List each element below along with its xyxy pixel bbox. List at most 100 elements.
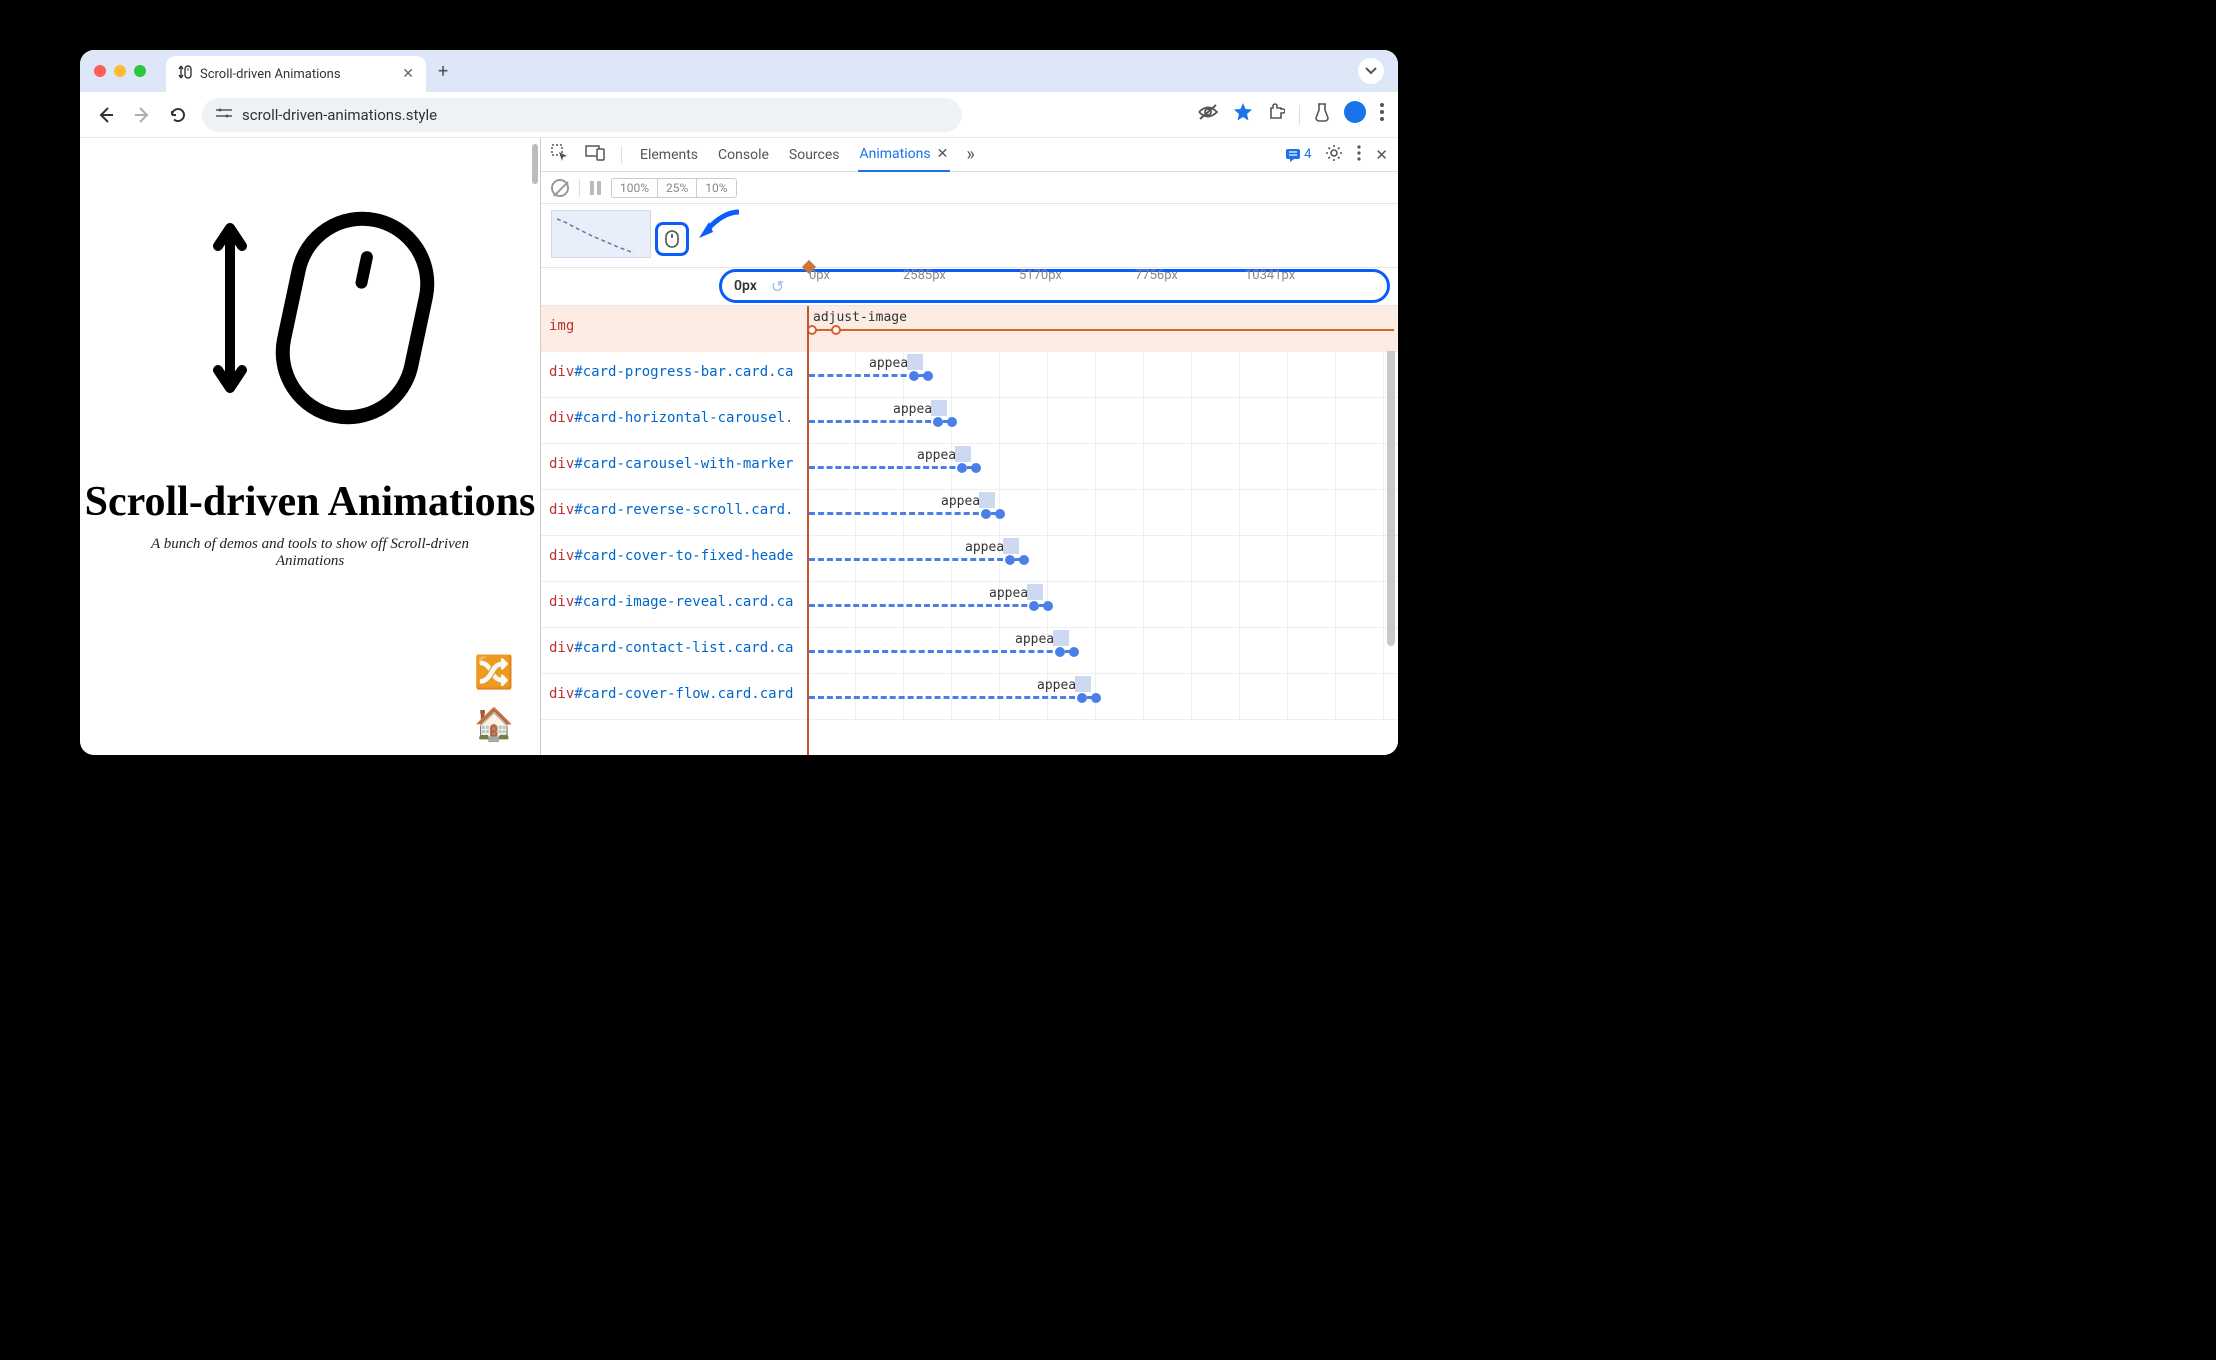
inspect-icon[interactable] (551, 144, 569, 166)
timeline-strip (541, 204, 1398, 268)
animation-row[interactable]: div#card-carousel-with-markerappear (541, 444, 1398, 490)
animation-row[interactable]: div#card-horizontal-carousel.appear (541, 398, 1398, 444)
page-subtitle: A bunch of demos and tools to show off S… (150, 536, 470, 570)
tab-favicon (178, 64, 192, 84)
tab-elements[interactable]: Elements (638, 139, 700, 171)
speed-100[interactable]: 100% (612, 179, 658, 197)
speed-selector: 100% 25% 10% (611, 178, 737, 198)
animation-row[interactable]: div#card-cover-to-fixed-headeappear (541, 536, 1398, 582)
more-tabs-icon[interactable]: » (966, 144, 974, 165)
bookmark-star-icon[interactable] (1233, 102, 1253, 127)
toolbar-divider (1299, 105, 1300, 125)
page-side-buttons: 🔀 🏠 ℹ️ (474, 653, 514, 755)
home-button[interactable]: 🏠 (474, 705, 514, 743)
minimize-window-icon[interactable] (114, 65, 126, 77)
pause-icon[interactable] (590, 181, 601, 195)
maximize-window-icon[interactable] (134, 65, 146, 77)
ruler-tick: 2585px (903, 268, 946, 283)
animation-controls: 100% 25% 10% (541, 172, 1398, 204)
divider (621, 146, 622, 164)
row-lane[interactable]: appear (807, 628, 1398, 673)
address-bar[interactable]: scroll-driven-animations.style (202, 98, 962, 132)
row-lane[interactable]: appear (807, 674, 1398, 719)
speed-25[interactable]: 25% (658, 179, 697, 197)
ruler-tick: 7756px (1135, 268, 1178, 283)
row-lane[interactable]: appear (807, 582, 1398, 627)
row-selector: div#card-carousel-with-marker (541, 444, 807, 489)
forward-button[interactable] (130, 103, 154, 127)
row-selector: div#card-reverse-scroll.card. (541, 490, 807, 535)
close-devtools-icon[interactable]: ✕ (1375, 146, 1388, 164)
tab-title: Scroll-driven Animations (200, 67, 341, 82)
animation-row[interactable]: div#card-cover-flow.card.cardappear (541, 674, 1398, 720)
speed-10[interactable]: 10% (697, 179, 735, 197)
site-settings-icon[interactable] (216, 106, 232, 124)
timeline-ruler: 0px ↺ 0px 2585px 5170px 7756px 10341px (541, 268, 1398, 306)
animation-row[interactable]: img adjust-image (541, 306, 1398, 352)
new-tab-button[interactable]: + (438, 61, 448, 82)
eye-off-icon[interactable] (1197, 103, 1219, 126)
close-panel-icon[interactable]: ✕ (937, 146, 949, 162)
menu-icon[interactable] (1380, 103, 1384, 126)
shuffle-button[interactable]: 🔀 (474, 653, 514, 691)
toolbar-actions (1197, 101, 1384, 128)
animation-name: adjust-image (813, 310, 907, 325)
ruler-tick: 5170px (1019, 268, 1062, 283)
animation-row[interactable]: div#card-contact-list.card.caappear (541, 628, 1398, 674)
row-selector: div#card-progress-bar.card.ca (541, 352, 807, 397)
message-count[interactable]: 4 (1285, 147, 1311, 162)
current-position: 0px (734, 278, 757, 294)
reload-button[interactable] (166, 103, 190, 127)
tab-sources[interactable]: Sources (787, 139, 842, 171)
devtools-tabs: Elements Console Sources Animations ✕ » 4 (541, 138, 1398, 172)
devtools-panel: Elements Console Sources Animations ✕ » 4 (540, 138, 1398, 755)
clear-icon[interactable] (551, 179, 569, 197)
row-lane[interactable]: adjust-image (807, 306, 1398, 351)
page-viewport: Scroll-driven Animations A bunch of demo… (80, 138, 540, 755)
back-button[interactable] (94, 103, 118, 127)
url-text: scroll-driven-animations.style (242, 106, 437, 124)
kebab-icon[interactable] (1357, 145, 1361, 165)
animation-row[interactable]: div#card-progress-bar.card.caappear (541, 352, 1398, 398)
row-lane[interactable]: appear (807, 352, 1398, 397)
animation-rows: img adjust-image div#card-progress-bar.car… (541, 306, 1398, 755)
window-controls (94, 65, 146, 77)
row-selector: div#card-cover-flow.card.card (541, 674, 807, 719)
content-area: Scroll-driven Animations A bunch of demo… (80, 138, 1398, 755)
labs-icon[interactable] (1314, 102, 1330, 127)
device-toggle-icon[interactable] (585, 145, 605, 165)
message-count-value: 4 (1304, 147, 1311, 162)
tabs-menu-button[interactable] (1358, 58, 1384, 84)
row-selector: div#card-horizontal-carousel. (541, 398, 807, 443)
profile-avatar-icon[interactable] (1344, 101, 1366, 128)
close-tab-icon[interactable]: ✕ (402, 66, 414, 82)
row-lane[interactable]: appear (807, 490, 1398, 535)
row-selector: div#card-contact-list.card.ca (541, 628, 807, 673)
gear-icon[interactable] (1325, 144, 1343, 166)
browser-tab[interactable]: Scroll-driven Animations ✕ (166, 56, 426, 92)
ruler-tick: 0px (809, 268, 830, 283)
browser-window: Scroll-driven Animations ✕ + scroll-driv… (80, 50, 1398, 755)
extensions-icon[interactable] (1267, 103, 1285, 126)
playhead-line[interactable] (807, 306, 809, 755)
row-selector: div#card-image-reveal.card.ca (541, 582, 807, 627)
page-heading: Scroll-driven Animations (85, 478, 536, 526)
page-scrollbar[interactable] (532, 144, 538, 184)
tab-animations[interactable]: Animations ✕ (858, 138, 951, 172)
row-selector: img (541, 306, 807, 351)
animation-row[interactable]: div#card-image-reveal.card.caappear (541, 582, 1398, 628)
page-logo (180, 188, 440, 428)
tab-console[interactable]: Console (716, 139, 771, 171)
tab-bar: Scroll-driven Animations ✕ + (80, 50, 1398, 92)
close-window-icon[interactable] (94, 65, 106, 77)
scroll-driven-badge[interactable] (655, 222, 689, 256)
row-lane[interactable]: appear (807, 536, 1398, 581)
animation-row[interactable]: div#card-reverse-scroll.card.appear (541, 490, 1398, 536)
tab-animations-label: Animations (860, 146, 931, 162)
undo-icon[interactable]: ↺ (771, 277, 784, 296)
row-selector: div#card-cover-to-fixed-heade (541, 536, 807, 581)
callout-arrow-icon (695, 208, 743, 248)
row-lane[interactable]: appear (807, 398, 1398, 443)
row-lane[interactable]: appear (807, 444, 1398, 489)
animation-group-preview[interactable] (551, 210, 651, 258)
